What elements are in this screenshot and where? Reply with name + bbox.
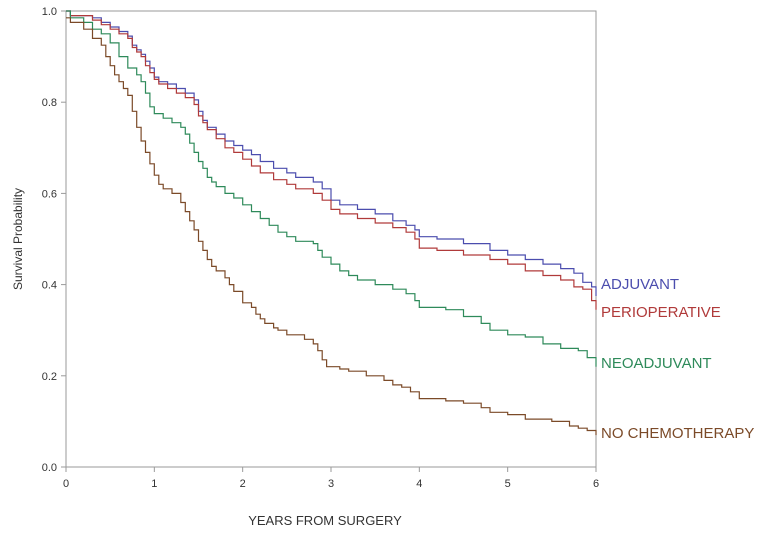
x-tick-label: 6 xyxy=(593,478,599,490)
series-line-perioperative xyxy=(66,10,597,310)
plot-frame xyxy=(65,10,597,468)
x-tick-label: 4 xyxy=(416,478,422,490)
series-line-no-chemotherapy xyxy=(66,17,597,436)
series-labels: ADJUVANT PERIOPERATIVE NEOADJUVANT NO CHEMO… xyxy=(601,276,754,442)
x-tick-label: 5 xyxy=(505,478,511,490)
series-line-adjuvant xyxy=(66,10,597,296)
x-tick-label: 1 xyxy=(151,478,157,490)
x-tick-label: 2 xyxy=(240,478,246,490)
x-axis: 0 1 2 3 4 5 6 xyxy=(63,467,599,490)
y-axis-title: Survival Probability xyxy=(11,188,25,290)
series-label-neoadjuvant: NEOADJUVANT xyxy=(601,355,712,372)
y-tick-label: 0.6 xyxy=(42,188,57,200)
y-axis: 0.0 0.2 0.4 0.6 0.8 1.0 xyxy=(42,6,66,474)
x-tick-label: 3 xyxy=(328,478,334,490)
series-line-neoadjuvant xyxy=(66,10,597,367)
series-label-adjuvant: ADJUVANT xyxy=(601,276,679,293)
y-tick-label: 0.2 xyxy=(42,371,57,383)
y-tick-label: 0.8 xyxy=(42,97,57,109)
series-lines xyxy=(66,10,597,436)
x-axis-title: YEARS FROM SURGERY xyxy=(248,513,402,528)
y-tick-label: 0.0 xyxy=(42,462,57,474)
y-tick-label: 0.4 xyxy=(42,280,57,292)
series-label-perioperative: PERIOPERATIVE xyxy=(601,304,721,321)
x-tick-label: 0 xyxy=(63,478,69,490)
series-label-no-chemotherapy: NO CHEMOTHERAPY xyxy=(601,425,754,442)
y-tick-label: 1.0 xyxy=(42,6,57,18)
